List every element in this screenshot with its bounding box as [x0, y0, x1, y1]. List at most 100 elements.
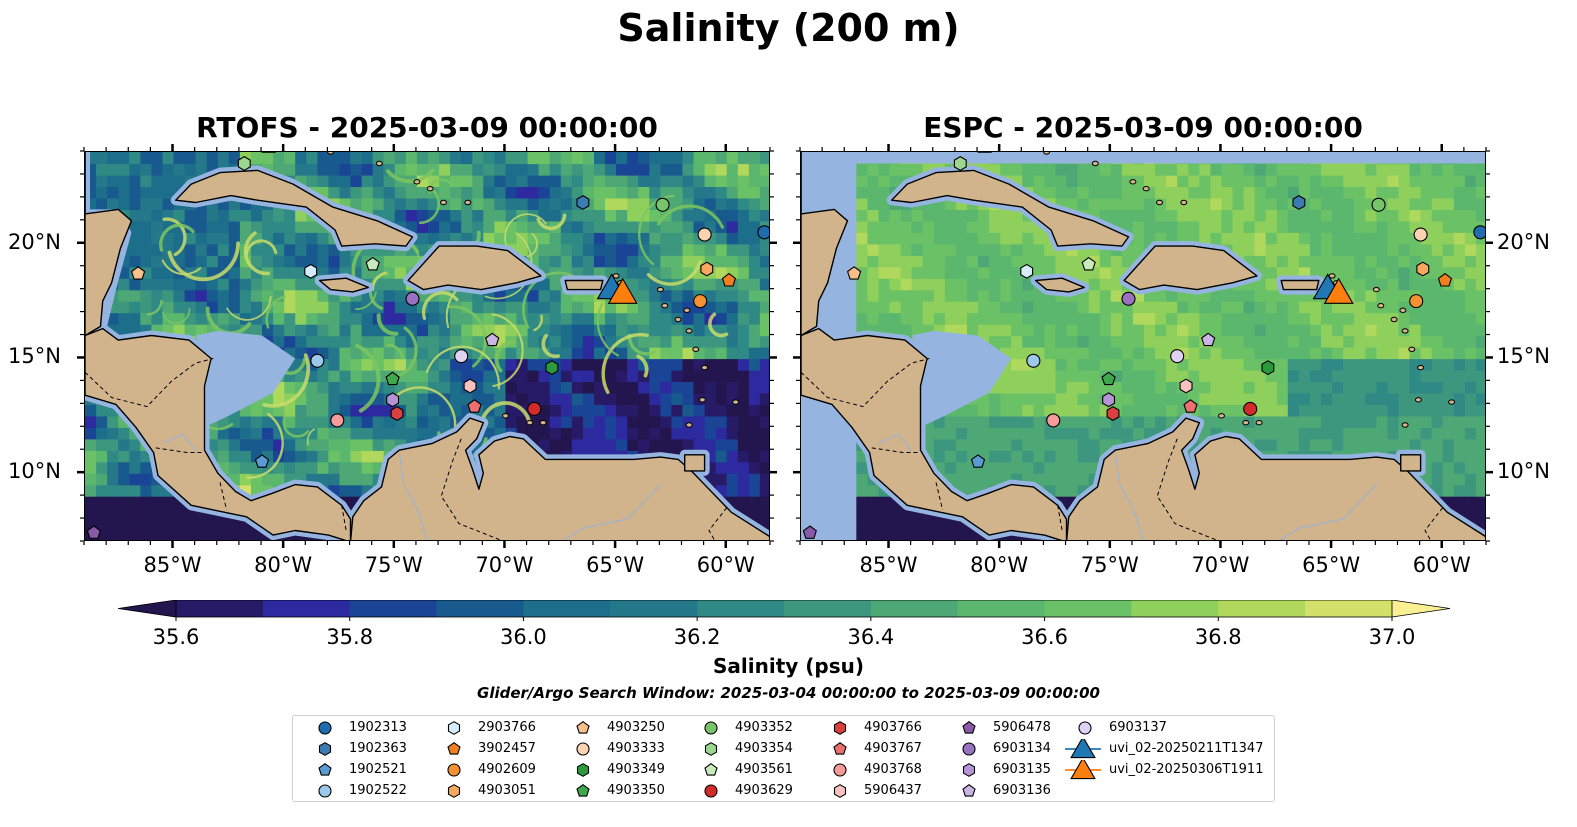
marker-5906437 [463, 378, 477, 394]
legend-label: 4903349 [607, 762, 665, 777]
legend-label: 6903137 [1109, 720, 1167, 735]
colorbar-over-arrow [1391, 600, 1450, 618]
search-window-note: Glider/Argo Search Window: 2025-03-04 00… [477, 684, 1100, 702]
legend-label: 4903766 [864, 720, 922, 735]
marker-4903629 [527, 401, 542, 416]
small-islands [327, 152, 740, 428]
marker-4903333 [1413, 227, 1428, 242]
marker-4903629 [1243, 401, 1258, 416]
marker-1902521 [970, 454, 986, 468]
colorbar-segment [262, 600, 351, 617]
marker-4903349 [545, 360, 559, 376]
legend-label: 5906437 [864, 783, 922, 798]
colorbar-tick-label: 35.8 [326, 625, 374, 649]
espc-y-tick-label: 20°N [1497, 229, 1550, 254]
circle-marker-icon [447, 763, 461, 777]
marker-4903766 [1106, 406, 1120, 422]
marker-1902313 [757, 225, 769, 240]
circle-marker-icon [318, 784, 332, 798]
espc-salinity-map [801, 152, 1485, 540]
marker-4903051 [1416, 261, 1430, 277]
marker-4903354 [237, 155, 251, 171]
legend-label: 6903136 [993, 783, 1051, 798]
colorbar-tick-label: 36.0 [500, 625, 547, 649]
colorbar-segment [349, 600, 438, 617]
marker-4903350 [1101, 371, 1116, 386]
pentagon-marker-icon [962, 784, 976, 797]
marker-4903350 [385, 371, 400, 386]
espc-panel-title: ESPC - 2025-03-09 00:00:00 [923, 111, 1363, 144]
colorbar-segment [1044, 600, 1132, 617]
legend-label: 6903134 [993, 741, 1051, 756]
colorbar-label: Salinity (psu) [712, 654, 864, 678]
rtofs-x-tick-label: 85°W [143, 553, 202, 577]
small-islands [1043, 152, 1456, 428]
colorbar-segment [697, 600, 785, 617]
legend-label: 4903768 [864, 762, 922, 777]
espc-y-tick-label: 10°N [1497, 459, 1550, 484]
colorbar-segment [523, 600, 611, 617]
legend-label: 3902457 [478, 741, 536, 756]
marker-4903352 [655, 197, 670, 212]
platform-legend: 1902313 1902363 1902521 1902522 2903766 39024… [292, 715, 1275, 802]
triangle-marker-icon [1065, 760, 1101, 780]
marker-uvi_02-20250306T1911 [607, 277, 638, 304]
legend-label: 2903766 [478, 720, 536, 735]
pentagon-marker-icon [704, 763, 718, 776]
marker-4903768 [330, 413, 345, 428]
marker-4903333 [697, 227, 712, 242]
no-data-strip [801, 152, 1485, 164]
rtofs-y-tick-label: 15°N [8, 344, 61, 369]
marker-5906437 [1179, 378, 1193, 394]
circle-marker-icon [704, 721, 718, 735]
marker-4903354 [953, 155, 967, 171]
marker-2903766 [1020, 263, 1034, 279]
land [801, 152, 1485, 540]
hexagon-marker-icon [833, 784, 847, 798]
legend-label: 5906478 [993, 720, 1051, 735]
legend-label: 4903561 [735, 762, 793, 777]
marker-2903766 [304, 263, 318, 279]
espc-y-tick-label: 15°N [1497, 344, 1550, 369]
figure-title: Salinity (200 m) [617, 6, 960, 50]
espc-x-tick-label: 60°W [1412, 553, 1471, 577]
marker-1902313 [1473, 225, 1485, 240]
marker-4903349 [1261, 360, 1275, 376]
espc-x-tick-label: 75°W [1080, 553, 1139, 577]
marker-4903250 [130, 266, 146, 280]
circle-marker-icon [1078, 721, 1092, 735]
legend-label: 4903354 [735, 741, 793, 756]
colorbar-segment [610, 600, 698, 617]
marker-1902521 [254, 454, 270, 468]
legend-label: 4903250 [607, 720, 665, 735]
marker-uvi_02-20250306T1911 [1323, 277, 1354, 304]
espc-x-tick-label: 85°W [859, 553, 918, 577]
pentagon-marker-icon [318, 763, 332, 776]
colorbar-segment [1218, 600, 1306, 617]
rtofs-y-tick-label: 10°N [8, 459, 61, 484]
marker-4903767 [1183, 399, 1198, 413]
colorbar-segment [1131, 600, 1219, 617]
colorbar-tick-label: 36.4 [847, 625, 895, 649]
pentagon-marker-icon [833, 742, 847, 755]
legend-label: 1902313 [349, 720, 407, 735]
legend-label: uvi_02-20250211T1347 [1109, 741, 1264, 756]
rtofs-x-tick-label: 80°W [254, 553, 313, 577]
marker-4903768 [1046, 413, 1061, 428]
espc-x-tick-label: 80°W [970, 553, 1029, 577]
legend-label: uvi_02-20250306T1911 [1109, 762, 1264, 777]
legend-label: 4903350 [607, 783, 665, 798]
salinity-colorbar [118, 600, 1450, 621]
pentagon-marker-icon [962, 721, 976, 734]
legend-label: 4902609 [478, 762, 536, 777]
legend-label: 1902522 [349, 783, 407, 798]
rtofs-y-tick-label: 20°N [8, 229, 61, 254]
rtofs-x-tick-label: 65°W [586, 553, 645, 577]
marker-4903250 [846, 266, 862, 280]
legend-label: 4903333 [607, 741, 665, 756]
marker-6903134 [1121, 291, 1136, 306]
marker-6903137 [454, 349, 469, 364]
hexagon-marker-icon [318, 742, 332, 756]
colorbar-tick-label: 36.6 [1021, 625, 1068, 649]
marker-6903135 [386, 392, 400, 408]
